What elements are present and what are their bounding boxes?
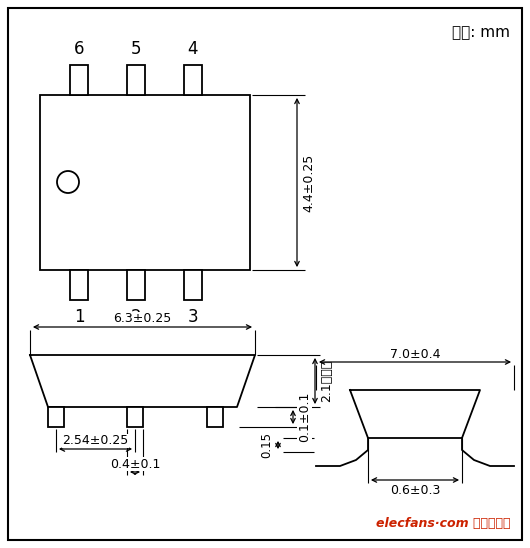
Bar: [127, 407, 143, 427]
Text: 2.1最大値: 2.1最大値: [320, 360, 333, 402]
Bar: [48, 407, 64, 427]
Bar: [184, 270, 202, 300]
Text: 6: 6: [74, 40, 84, 58]
Text: 0.6±0.3: 0.6±0.3: [390, 483, 440, 496]
Text: 5: 5: [131, 40, 142, 58]
Text: 7.0±0.4: 7.0±0.4: [390, 347, 440, 361]
Text: 0.1±0.1: 0.1±0.1: [298, 392, 311, 442]
Text: 0.4±0.1: 0.4±0.1: [110, 458, 160, 471]
Text: 4.4±0.25: 4.4±0.25: [302, 153, 315, 212]
Bar: [207, 407, 223, 427]
Text: 2.54±0.25: 2.54±0.25: [63, 435, 129, 448]
Polygon shape: [30, 355, 255, 407]
Polygon shape: [350, 390, 480, 438]
Text: elecfans·com 电子发烧友: elecfans·com 电子发烧友: [375, 517, 510, 530]
Text: 4: 4: [188, 40, 198, 58]
Text: 0.15: 0.15: [260, 432, 273, 458]
Text: 2: 2: [131, 308, 142, 326]
Bar: [40, 95, 250, 270]
Text: 单位: mm: 单位: mm: [452, 25, 510, 40]
Circle shape: [57, 171, 79, 193]
Bar: [70, 65, 88, 95]
Bar: [127, 270, 145, 300]
Bar: [184, 65, 202, 95]
Bar: [70, 270, 88, 300]
Text: 3: 3: [188, 308, 198, 326]
Text: 1: 1: [74, 308, 84, 326]
Text: 6.3±0.25: 6.3±0.25: [113, 312, 172, 326]
Bar: [127, 65, 145, 95]
